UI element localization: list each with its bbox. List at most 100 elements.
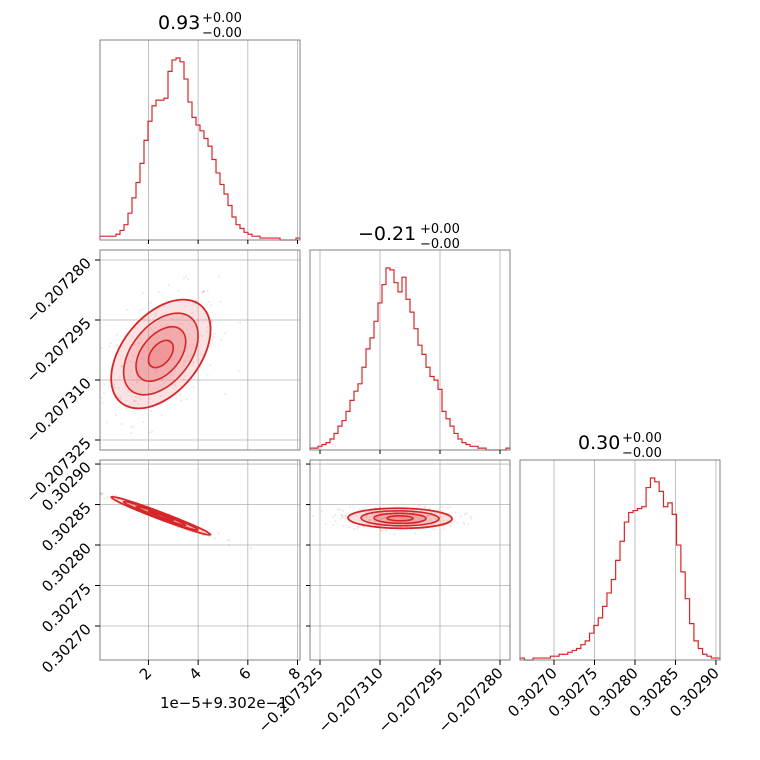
sample-point (438, 520, 441, 523)
sample-point (157, 307, 160, 310)
sample-point (210, 304, 213, 307)
sample-point (143, 319, 146, 322)
sample-point (187, 323, 191, 326)
sample-point (381, 529, 384, 532)
sample-point (436, 517, 439, 520)
title-param2-value: 0.30 (578, 432, 620, 454)
sample-point (118, 396, 121, 399)
sample-point (463, 513, 467, 516)
hist-param1 (309, 267, 511, 451)
sample-point (470, 517, 473, 520)
sample-point (158, 388, 161, 391)
sample-point (177, 289, 180, 292)
sample-point (142, 421, 145, 424)
sample-point (178, 300, 181, 304)
title-param0-value: 0.93 (158, 12, 200, 34)
sample-point (368, 518, 371, 522)
sample-point (355, 514, 358, 517)
sample-point (148, 319, 151, 322)
sample-point (128, 360, 132, 363)
sample-point (158, 290, 161, 293)
panel-scatter-param1-vs-param0 (99, 249, 301, 451)
sample-point (171, 317, 174, 321)
sample-point (127, 373, 130, 376)
sample-point (125, 327, 128, 330)
sample-point (456, 521, 459, 524)
sample-point (340, 514, 343, 517)
sample-point (226, 538, 229, 542)
sample-point (442, 519, 445, 522)
sample-point (160, 379, 163, 382)
sample-point (120, 422, 123, 426)
sample-point (135, 378, 138, 381)
density-contour (147, 339, 175, 369)
sample-point (141, 291, 144, 295)
sample-point (446, 519, 449, 522)
axes-frame (309, 249, 511, 451)
sample-point (132, 378, 135, 381)
sample-point (191, 312, 194, 315)
sample-point (167, 283, 170, 287)
sample-point (372, 514, 375, 517)
sample-point (206, 325, 209, 329)
sample-point (331, 515, 334, 518)
sample-point (120, 365, 124, 368)
sample-point (427, 514, 430, 518)
sample-point (183, 360, 186, 363)
sample-point (424, 506, 427, 510)
axes-frame (99, 39, 301, 241)
sample-point (149, 409, 153, 412)
sample-point (163, 323, 166, 327)
sample-point (174, 370, 177, 373)
sample-point (159, 384, 162, 387)
sample-point (418, 503, 421, 507)
sample-point (224, 392, 227, 395)
x-tick-label: 6 (235, 664, 254, 683)
axes-frame (99, 249, 301, 451)
sample-point (115, 344, 119, 347)
sample-point (212, 336, 215, 339)
sample-point (207, 320, 210, 324)
sample-point (206, 374, 209, 377)
sample-point (184, 374, 187, 377)
sample-point (130, 426, 133, 429)
sample-point (111, 494, 114, 497)
sample-point (133, 355, 136, 358)
sample-point (133, 361, 136, 364)
sample-point (441, 525, 444, 528)
sample-point (211, 339, 214, 342)
sample-point (367, 510, 370, 513)
sample-point (342, 516, 345, 519)
sample-point (143, 517, 146, 520)
sample-point (154, 313, 157, 316)
sample-point (187, 336, 190, 339)
sample-point (368, 519, 371, 522)
x-tick-label: −0.207280 (435, 664, 507, 736)
sample-point (105, 421, 108, 424)
sample-point (130, 431, 133, 435)
sample-point (344, 514, 347, 518)
sample-point (191, 344, 194, 347)
sample-point (159, 324, 163, 327)
sample-point (118, 376, 121, 379)
sample-point (379, 529, 383, 532)
sample-point (364, 515, 368, 519)
sample-point (182, 276, 186, 280)
sample-point (201, 334, 204, 337)
sample-point (211, 320, 214, 323)
sample-point (356, 526, 359, 529)
sample-point (223, 332, 227, 335)
sample-point (185, 275, 188, 278)
sample-point (132, 425, 135, 428)
sample-point (105, 495, 108, 499)
sample-point (446, 507, 449, 510)
sample-point (193, 330, 196, 334)
sample-point (463, 523, 466, 526)
density-contour (386, 514, 414, 522)
sample-point (133, 343, 136, 346)
panel-hist-param0 (99, 39, 301, 241)
sample-point (185, 398, 188, 401)
sample-point (190, 354, 193, 357)
sample-point (453, 520, 456, 523)
title-param2: 0.30 +0.00 −0.00 (578, 431, 662, 461)
